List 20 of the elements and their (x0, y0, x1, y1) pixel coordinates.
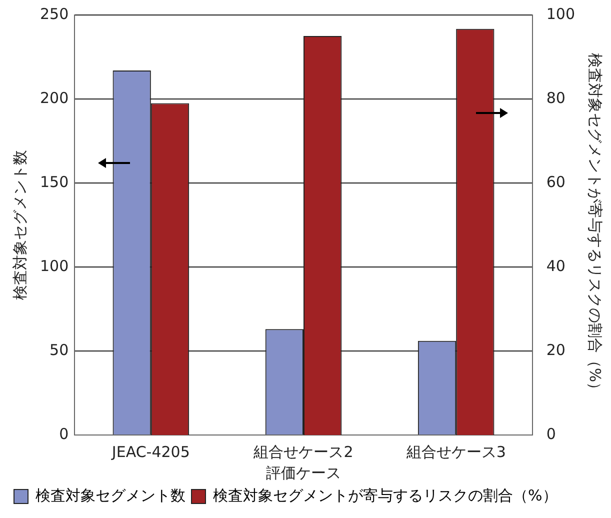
y2-tick-label: 20 (546, 340, 566, 359)
x-tick-label: 組合せケース2 (252, 442, 354, 461)
y-axis-title: 検査対象セグメント数 (10, 150, 29, 300)
legend-label: 検査対象セグメントが寄与するリスクの割合（%） (213, 486, 558, 504)
y-tick-label: 150 (40, 172, 69, 191)
y2-tick-label: 60 (546, 172, 566, 191)
y2-tick-label: 0 (546, 424, 556, 443)
legend-label: 検査対象セグメント数 (36, 486, 186, 504)
y2-tick-label: 40 (546, 256, 566, 275)
y2-tick-label: 100 (546, 4, 576, 23)
x-axis-title: 評価ケース (266, 464, 341, 482)
y2-axis-title: 検査対象セグメントが寄与するリスクの割合（%） (586, 52, 604, 398)
y2-tick-label: 80 (546, 88, 566, 107)
y-tick-label: 0 (59, 424, 69, 443)
y-tick-label: 250 (40, 4, 69, 23)
y-tick-label: 100 (40, 256, 69, 275)
x-tick-label: JEAC-4205 (110, 442, 190, 461)
y-tick-label: 50 (50, 340, 69, 359)
x-tick-label: 組合せケース3 (405, 442, 506, 461)
y-tick-label: 200 (40, 88, 69, 107)
